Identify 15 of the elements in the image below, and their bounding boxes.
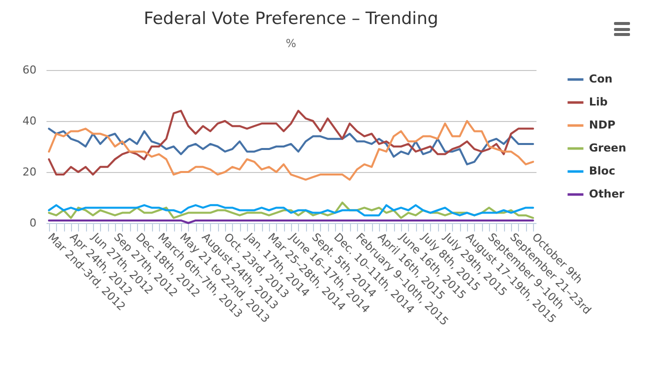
line-series (48, 110, 534, 176)
legend-label: Other (589, 188, 625, 200)
line-series (48, 120, 534, 181)
legend-label: Con (589, 72, 612, 86)
chart-subtitle: % (286, 37, 296, 50)
y-tick-label: 0 (30, 216, 36, 230)
legend-label: Bloc (589, 164, 616, 178)
y-tick-label: 40 (22, 114, 36, 128)
line-series (48, 128, 534, 166)
y-tick-label: 20 (22, 166, 36, 178)
y-tick-label: 60 (22, 64, 36, 76)
chart-title: Federal Vote Preference – Trending (144, 9, 438, 29)
legend-label: NDP (589, 118, 616, 132)
legend-label: Lib (589, 96, 608, 108)
legend-label: Green (589, 142, 626, 154)
